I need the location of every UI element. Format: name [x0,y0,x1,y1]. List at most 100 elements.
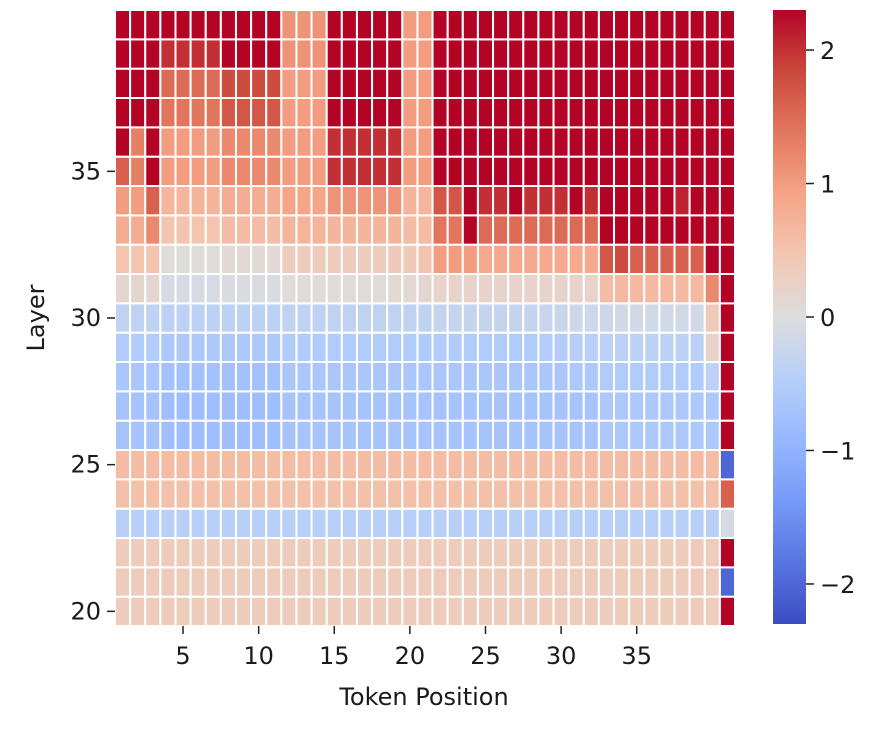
heatmap-cell [703,507,721,540]
heatmap-cell [325,38,343,70]
heatmap-cell [189,507,207,540]
heatmap-cell [325,566,343,598]
heatmap-cell [718,419,737,452]
heatmap-cell [643,214,661,246]
heatmap-cell [537,390,555,422]
heatmap-cell [628,419,646,452]
heatmap-cell [703,537,721,569]
heatmap-cell [189,595,207,627]
heatmap-cell [114,155,132,187]
heatmap-cell [204,537,222,569]
heatmap-cell [507,419,525,452]
heatmap-cell [234,449,253,481]
heatmap-cell [688,302,706,334]
heatmap-cell [492,361,510,393]
heatmap-cell [537,273,555,305]
heatmap-cell [234,566,253,598]
heatmap-cell [340,67,358,99]
heatmap-cell [537,67,555,99]
heatmap-cell [355,97,374,129]
heatmap-cell [628,243,646,275]
heatmap-cell [522,185,540,217]
heatmap-cell [310,126,328,158]
heatmap-cell [567,214,585,246]
heatmap-cell [280,566,298,598]
heatmap-cell [310,243,328,275]
heatmap-cell [582,478,600,510]
heatmap-cell [174,155,192,187]
heatmap-cell [280,155,298,187]
heatmap-cell [114,97,132,129]
heatmap-cell [325,595,343,627]
heatmap-cell [144,537,162,569]
colorbar [773,10,806,624]
heatmap-cell [371,302,389,334]
heatmap-cell [567,38,585,70]
heatmap-cell [280,478,298,510]
heatmap-cell [597,97,616,129]
heatmap-cell [688,331,706,364]
heatmap-cell [386,97,404,129]
heatmap-cell [416,595,434,627]
heatmap-cell [129,478,147,510]
heatmap-cell [537,38,555,70]
heatmap-cell [461,273,479,305]
colorbar-tick-label: 1 [820,171,835,199]
heatmap-cell [250,537,268,569]
heatmap-cell [129,595,147,627]
heatmap-cell [114,243,132,275]
heatmap-cell [129,566,147,598]
heatmap-cell [658,361,676,393]
heatmap-cell [628,595,646,627]
heatmap-cell [507,331,525,364]
heatmap-cell [144,361,162,393]
heatmap-cell [174,419,192,452]
heatmap-cell [476,302,495,334]
heatmap-cell [582,449,600,481]
heatmap-cell [522,507,540,540]
heatmap-cell [401,9,419,41]
heatmap-cell [371,97,389,129]
heatmap-cell [144,126,162,158]
heatmap-cell [204,331,222,364]
heatmap-cell [204,566,222,598]
heatmap-cell [567,67,585,99]
heatmap-cell [718,478,737,510]
heatmap-cell [234,214,253,246]
heatmap-cell [522,155,540,187]
heatmap-cell [401,419,419,452]
heatmap-cell [673,566,691,598]
heatmap-cell [325,331,343,364]
heatmap-cell [371,361,389,393]
heatmap-cell [552,566,570,598]
heatmap-cell [310,155,328,187]
heatmap-cell [522,595,540,627]
heatmap-cell [628,537,646,569]
heatmap-cell [461,155,479,187]
heatmap-cell [189,419,207,452]
heatmap-cell [250,9,268,41]
heatmap-cell [567,507,585,540]
heatmap-cell [265,331,283,364]
heatmap-cell [129,537,147,569]
heatmap-cell [492,595,510,627]
heatmap-cell [507,97,525,129]
heatmap-cell [628,67,646,99]
heatmap-cell [234,9,253,41]
heatmap-cell [552,595,570,627]
heatmap-cell [310,67,328,99]
heatmap-cell [250,566,268,598]
heatmap-cell [446,449,464,481]
heatmap-cell [174,214,192,246]
heatmap-cell [401,595,419,627]
heatmap-cell [250,419,268,452]
heatmap-cell [159,97,177,129]
heatmap-cell [643,419,661,452]
heatmap-cell [295,595,313,627]
heatmap-cell [265,9,283,41]
heatmap-cell [204,595,222,627]
heatmap-cell [144,302,162,334]
heatmap-cell [401,478,419,510]
heatmap-cell [114,478,132,510]
heatmap-cell [492,419,510,452]
